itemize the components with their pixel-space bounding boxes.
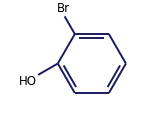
Text: Br: Br xyxy=(57,2,70,15)
Text: HO: HO xyxy=(19,76,37,88)
